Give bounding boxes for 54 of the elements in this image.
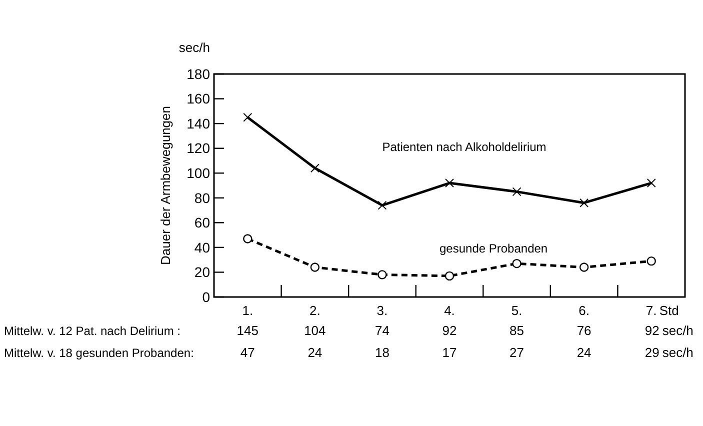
x-tick-label: 2. [310, 303, 320, 318]
x-tick-label: 4. [444, 303, 455, 318]
point [579, 262, 589, 272]
y-tick-label: 100 [186, 165, 210, 182]
point [378, 270, 387, 280]
x-tick-label: 7. [646, 303, 657, 318]
point [243, 234, 252, 244]
point [646, 178, 656, 188]
x-tick-label: 6. [578, 303, 590, 318]
y-tick-label: 20 [194, 264, 210, 280]
data-label: 85 [510, 323, 524, 338]
y-tick-label: 160 [186, 90, 210, 107]
y-tick-label: 60 [194, 214, 210, 231]
point [243, 112, 252, 122]
y-tick-label: 140 [186, 115, 210, 132]
y-tick-label: 120 [186, 140, 210, 156]
x-tick-label: 5. [511, 303, 522, 318]
data-label: 47 [240, 345, 255, 360]
point [512, 187, 522, 196]
y-tick-label: 80 [194, 190, 210, 206]
point [512, 258, 522, 268]
point [646, 256, 656, 266]
data-label: 74 [374, 323, 390, 338]
point [444, 271, 454, 281]
text: Patienten nach Alkoholdelirium [382, 140, 546, 154]
y-axis-title: Dauer der Armbewegungen [158, 106, 173, 265]
y-tick-label: 180 [186, 66, 210, 82]
data-label: 24 [308, 345, 322, 360]
data-label: 104 [304, 323, 326, 338]
x-tick-label: 1. [242, 303, 254, 318]
data-label: 92 [442, 323, 457, 338]
data-label: 29 [644, 345, 660, 360]
text: Mittelw. v. 12 Pat. nach Delirium : [4, 324, 181, 338]
data-label: 27 [510, 345, 524, 360]
data-label: 145 [236, 323, 258, 338]
point [378, 200, 387, 210]
data-label: 24 [576, 345, 592, 360]
text: sec/h [662, 323, 694, 338]
data-label: 76 [576, 323, 592, 338]
point [580, 198, 589, 208]
text: sec/h [662, 345, 694, 360]
data-label: 18 [374, 345, 390, 360]
y-tick-label: 40 [194, 239, 210, 256]
text: sec/h [178, 40, 210, 55]
series-label: gesunde Probanden [440, 241, 548, 256]
point [445, 178, 454, 188]
text: Mittelw. v. 18 gesunden Probanden: [4, 346, 194, 360]
data-label: 92 [644, 323, 660, 338]
point [310, 262, 320, 272]
x-tick-label: 3. [376, 303, 388, 318]
data-label: 17 [442, 345, 457, 360]
y-tick-label: 0 [202, 288, 210, 305]
x-axis-title: Std [659, 303, 679, 318]
point [310, 164, 320, 173]
